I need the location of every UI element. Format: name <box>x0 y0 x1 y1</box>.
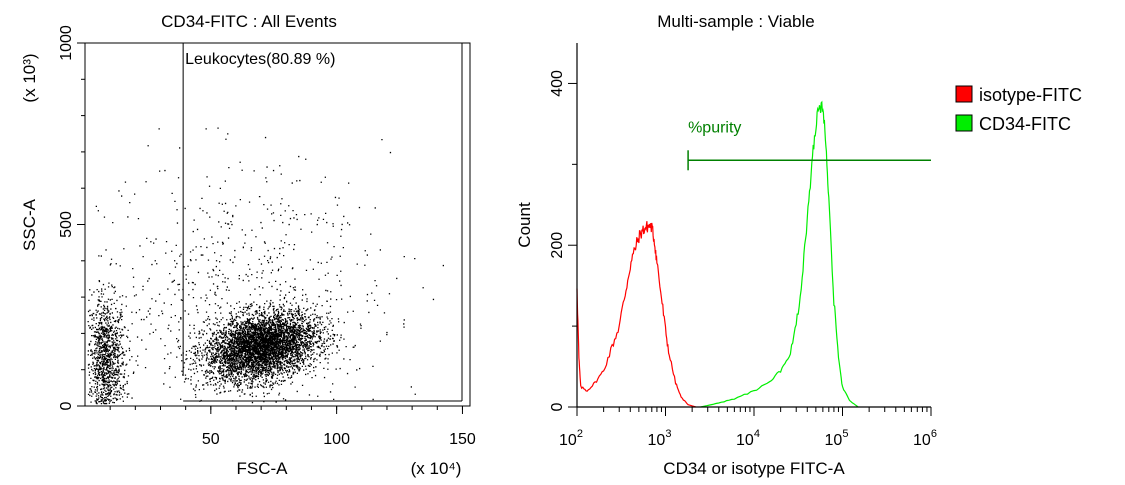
scatter-y-tick-label: 0 <box>58 401 75 410</box>
purity-gate: %purity <box>687 119 931 171</box>
histogram-y-tick-label: 400 <box>549 70 566 97</box>
histogram-x-tick-label: 102 <box>559 428 583 449</box>
scatter-title: CD34-FITC : All Events <box>161 12 337 31</box>
histogram-x-tick-label: 106 <box>913 428 937 449</box>
scatter-x-tick-label: 50 <box>202 431 220 448</box>
scatter-y-tick-label: 500 <box>58 211 75 238</box>
histogram-x-tick-label: 104 <box>736 428 760 449</box>
histogram-y-axis: 0 200 400 <box>549 70 577 411</box>
scatter-y-multiplier: (x 10³) <box>20 53 39 102</box>
scatter-x-tick-label: 150 <box>449 431 476 448</box>
scatter-x-axis-title: FSC-A <box>237 459 289 478</box>
histogram-x-axis-title: CD34 or isotype FITC-A <box>663 459 845 478</box>
histogram-x-tick-label: 105 <box>825 428 849 449</box>
legend-swatch-cd34 <box>955 114 973 132</box>
gate-label: Leukocytes(80.89 %) <box>185 51 335 68</box>
scatter-y-axis-title: SSC-A <box>20 198 39 251</box>
leukocyte-gate: Leukocytes(80.89 %) <box>182 43 463 402</box>
histogram-y-tick-label: 0 <box>549 402 566 411</box>
histogram-series <box>576 100 859 408</box>
scatter-x-axis: 50 100 150 <box>109 406 476 448</box>
histogram-axes <box>576 43 931 408</box>
histogram-x-tick-label: 103 <box>648 428 672 449</box>
histogram-chart: Multi-sample : Viable %purity 102 103 104 1… <box>515 12 937 478</box>
purity-gate-label: %purity <box>688 119 741 136</box>
histogram-y-axis-title: Count <box>515 202 534 248</box>
histogram-x-axis: 102 103 104 105 106 <box>559 407 937 449</box>
legend: isotype-FITC CD34-FITC <box>955 85 1082 134</box>
legend-label-isotype: isotype-FITC <box>979 85 1082 105</box>
series-line-isotype <box>576 221 696 408</box>
legend-swatch-isotype <box>955 85 973 103</box>
scatter-x-tick-label: 100 <box>323 431 350 448</box>
scatter-y-axis: 0 500 1000 <box>58 25 85 410</box>
scatter-event-points <box>87 127 444 405</box>
histogram-title: Multi-sample : Viable <box>657 12 814 31</box>
scatter-x-multiplier: (x 10⁴) <box>411 459 462 478</box>
series-line-cd34 <box>700 100 859 408</box>
histogram-y-tick-label: 200 <box>549 232 566 259</box>
scatter-points <box>87 127 444 405</box>
scatter-y-tick-label: 1000 <box>58 25 75 61</box>
legend-label-cd34: CD34-FITC <box>979 114 1071 134</box>
scatter-chart: CD34-FITC : All Events Leukocytes(80.89 … <box>20 12 476 478</box>
